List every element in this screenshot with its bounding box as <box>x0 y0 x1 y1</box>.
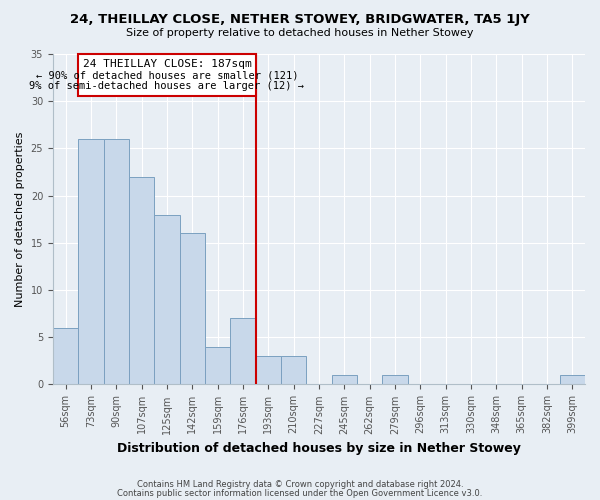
Text: 24, THEILLAY CLOSE, NETHER STOWEY, BRIDGWATER, TA5 1JY: 24, THEILLAY CLOSE, NETHER STOWEY, BRIDG… <box>70 12 530 26</box>
Text: 24 THEILLAY CLOSE: 187sqm: 24 THEILLAY CLOSE: 187sqm <box>83 58 251 68</box>
Bar <box>78 139 104 384</box>
Bar <box>129 176 154 384</box>
Bar <box>382 375 407 384</box>
Bar <box>53 328 78 384</box>
Bar <box>104 139 129 384</box>
Bar <box>205 346 230 385</box>
Bar <box>281 356 306 384</box>
Text: Contains HM Land Registry data © Crown copyright and database right 2024.: Contains HM Land Registry data © Crown c… <box>137 480 463 489</box>
FancyBboxPatch shape <box>78 54 256 96</box>
Bar <box>179 234 205 384</box>
Bar <box>256 356 281 384</box>
Y-axis label: Number of detached properties: Number of detached properties <box>15 132 25 307</box>
X-axis label: Distribution of detached houses by size in Nether Stowey: Distribution of detached houses by size … <box>117 442 521 455</box>
Bar <box>230 318 256 384</box>
Bar <box>154 214 179 384</box>
Bar <box>560 375 585 384</box>
Text: ← 90% of detached houses are smaller (121): ← 90% of detached houses are smaller (12… <box>35 70 298 80</box>
Bar <box>332 375 357 384</box>
Text: Contains public sector information licensed under the Open Government Licence v3: Contains public sector information licen… <box>118 489 482 498</box>
Text: 9% of semi-detached houses are larger (12) →: 9% of semi-detached houses are larger (1… <box>29 82 304 92</box>
Text: Size of property relative to detached houses in Nether Stowey: Size of property relative to detached ho… <box>126 28 474 38</box>
